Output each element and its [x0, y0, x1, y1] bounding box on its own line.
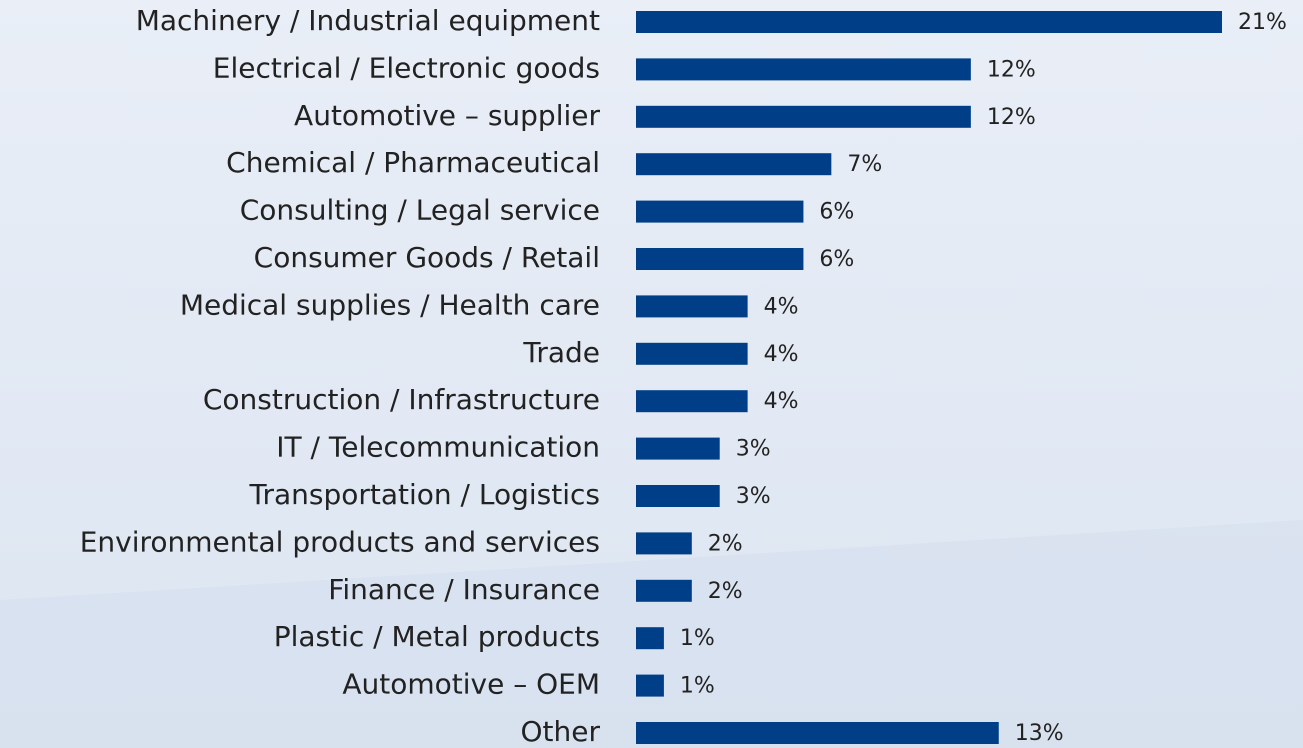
bar	[636, 58, 971, 81]
category-label: Consumer Goods / Retail	[254, 241, 600, 274]
value-label: 4%	[764, 342, 799, 367]
value-label: 3%	[736, 484, 771, 509]
bar	[636, 153, 832, 176]
value-label: 13%	[1015, 721, 1064, 746]
category-label: Plastic / Metal products	[274, 620, 600, 653]
value-label: 4%	[764, 294, 799, 319]
category-label: Environmental products and services	[80, 525, 600, 558]
category-label: Trade	[522, 336, 600, 369]
category-label: Medical supplies / Health care	[180, 288, 600, 321]
value-label: 4%	[764, 389, 799, 414]
value-label: 2%	[708, 531, 743, 556]
bar	[636, 11, 1222, 33]
category-label: Transportation / Logistics	[248, 478, 600, 511]
value-label: 2%	[708, 579, 743, 604]
value-label: 21%	[1238, 10, 1287, 35]
value-label: 6%	[819, 247, 854, 272]
category-label: IT / Telecommunication	[276, 431, 600, 464]
bar	[636, 105, 971, 128]
bar	[636, 200, 804, 223]
category-label: Electrical / Electronic goods	[213, 51, 600, 84]
bar	[636, 532, 692, 555]
category-label: Other	[520, 715, 600, 748]
value-label: 1%	[680, 674, 715, 699]
value-label: 6%	[819, 200, 854, 225]
value-label: 7%	[847, 152, 882, 177]
value-label: 1%	[680, 626, 715, 651]
bar	[636, 485, 720, 507]
bar	[636, 627, 664, 650]
category-label: Machinery / Industrial equipment	[136, 4, 600, 37]
bar	[636, 579, 692, 602]
bar	[636, 342, 748, 365]
bar	[636, 722, 999, 744]
bar	[636, 437, 720, 460]
bar	[636, 390, 748, 413]
value-label: 12%	[987, 105, 1036, 130]
category-label: Consulting / Legal service	[240, 194, 600, 227]
bar	[636, 295, 748, 318]
category-label: Chemical / Pharmaceutical	[226, 146, 600, 179]
value-label: 12%	[987, 57, 1036, 82]
category-label: Automotive – supplier	[294, 99, 600, 132]
category-label: Construction / Infrastructure	[203, 383, 600, 416]
category-label: Finance / Insurance	[328, 573, 600, 606]
bar	[636, 248, 804, 270]
category-label: Automotive – OEM	[342, 668, 600, 701]
bar	[636, 674, 664, 697]
value-label: 3%	[736, 437, 771, 462]
